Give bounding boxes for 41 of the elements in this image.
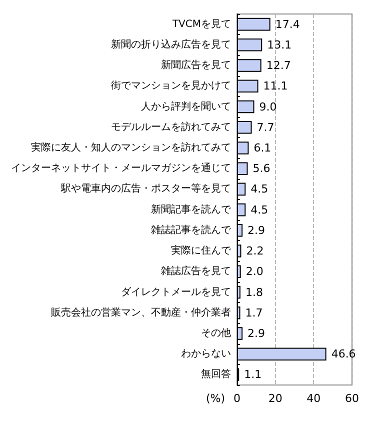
data-label: 6.1 [254,141,272,154]
data-label: 9.0 [259,100,277,114]
x-tick-label: 40 [306,392,321,405]
x-tick-label: 20 [268,392,282,405]
y-tick-label: 雑誌記事を読んで [151,224,232,236]
data-label: 13.1 [267,38,292,52]
y-tick-label: わからない [181,348,231,360]
data-label: 4.5 [250,182,268,196]
y-tick-label: ダイレクトメールを見て [121,286,231,298]
data-label: 12.7 [266,59,291,72]
y-tick-label: モデルルームを訪れてみて [111,120,231,133]
data-label: 2.2 [246,244,264,258]
data-label: 5.6 [252,162,270,176]
x-tick-label: 0 [234,392,240,405]
data-label: 2.0 [246,265,264,278]
y-tick-label: 駅や電車内の広告・ポスター等を見て [60,182,231,195]
y-tick-label: 新聞記事を読んで [151,203,232,216]
data-label: 4.5 [250,203,268,216]
y-tick-label: TVCMを見て [171,18,231,30]
y-tick-label: その他 [201,326,231,339]
y-tick-label: 人から評判を聞いて [141,100,231,112]
y-tick-label: 新聞の折り込み広告を見て [111,38,231,50]
data-label: 1.8 [245,286,263,299]
data-label: 2.9 [248,326,266,340]
y-tick-label: 無回答 [201,368,231,380]
data-label: 17.4 [275,18,300,31]
y-tick-label: 雑誌広告を見て [161,265,231,278]
data-label: 11.1 [263,80,288,93]
y-tick-label: インターネットサイト・メールマガジンを通じて [11,162,231,174]
data-label: 46.6 [331,348,356,361]
data-label: 1.1 [244,368,262,382]
x-axis-title: (%) [206,392,225,405]
data-label: 1.7 [245,306,263,320]
y-tick-label: 街でマンションを見かけて [111,80,231,92]
y-tick-label: 実際に住んで [171,244,232,257]
data-label: 2.9 [248,224,266,237]
x-tick-label: 60 [345,392,359,405]
y-tick-label: 実際に友人・知人のマンションを訪れてみて [31,141,231,154]
y-tick-label: 新聞広告を見て [161,59,231,72]
y-tick-label: 販売会社の営業マン、不動産・仲介業者 [51,306,231,318]
data-label: 7.7 [256,120,274,134]
